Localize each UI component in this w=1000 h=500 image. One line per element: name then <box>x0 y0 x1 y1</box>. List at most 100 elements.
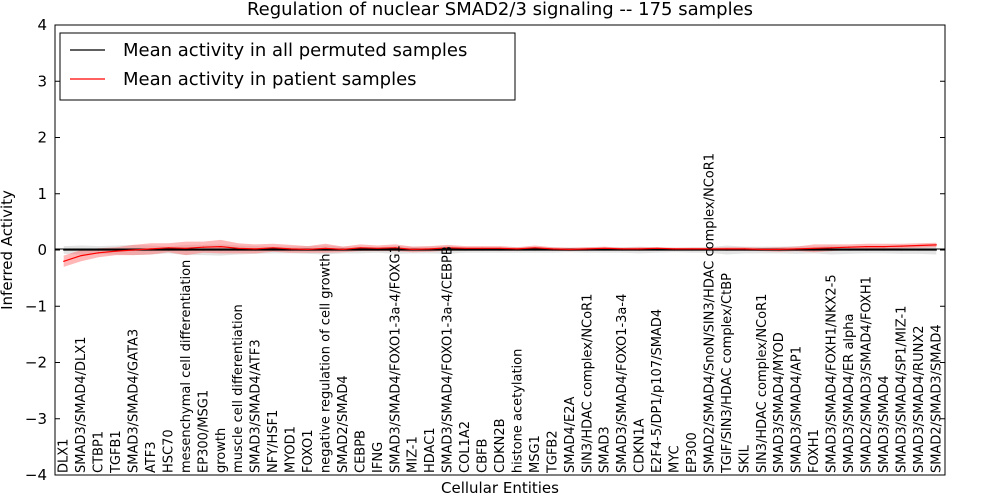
point-series-0-30 <box>586 249 588 251</box>
point-series-0-33 <box>639 249 641 251</box>
point-series-1-35 <box>673 248 676 250</box>
point-series-0-34 <box>656 249 658 251</box>
x-axis-label: Cellular Entities <box>441 479 559 497</box>
point-series-1-2 <box>98 252 100 254</box>
point-series-1-9 <box>220 246 222 248</box>
entity-label: SMAD3/SMAD4/GATA3 <box>127 329 142 473</box>
entity-label: histone acetylation <box>511 349 526 473</box>
entity-label: SMAD3/SMAD4/SP1/MIZ-1 <box>894 306 909 473</box>
point-series-0-46 <box>865 249 868 251</box>
point-series-0-44 <box>831 249 833 251</box>
point-series-1-41 <box>778 248 780 250</box>
point-series-1-0 <box>63 260 65 262</box>
point-series-1-6 <box>167 247 169 249</box>
point-series-1-29 <box>569 248 571 250</box>
point-series-0-21 <box>429 249 431 251</box>
point-series-0-27 <box>534 249 536 251</box>
entity-label: MIZ-1 <box>406 436 421 473</box>
point-series-0-35 <box>673 249 676 251</box>
point-series-0-7 <box>185 249 187 251</box>
entity-label: muscle cell differentiation <box>231 304 246 473</box>
point-series-0-28 <box>551 249 554 251</box>
entity-label: CDKN1A <box>633 418 648 473</box>
point-series-1-36 <box>691 248 693 250</box>
point-series-1-34 <box>656 247 658 249</box>
entity-label: SMAD3/SMAD4/FOXO1-3a-4/FOXG1 <box>388 245 403 473</box>
point-series-0-0 <box>63 249 65 251</box>
point-series-0-6 <box>167 249 169 251</box>
point-series-1-18 <box>377 247 379 249</box>
entity-label: FOXH1 <box>807 429 822 473</box>
point-series-0-11 <box>255 249 257 251</box>
point-series-0-10 <box>237 249 239 251</box>
entity-label: SIN3/HDAC complex/NCoR1 <box>580 294 595 473</box>
entity-label: COL1A2 <box>458 421 473 473</box>
entity-label: SMAD2/SMAD3/SMAD4/FOXH1 <box>860 276 875 473</box>
entity-label: SMAD3/SMAD4/FOXH1/NKX2-5 <box>825 274 840 473</box>
point-series-0-23 <box>464 249 466 251</box>
point-series-0-36 <box>691 249 693 251</box>
point-series-1-27 <box>534 247 536 249</box>
entity-label: HDAC1 <box>423 427 438 473</box>
y-tick-label-8: 4 <box>37 16 47 34</box>
entity-label: SMAD3/SMAD4/DLX1 <box>74 337 89 473</box>
entity-label: growth <box>214 428 229 473</box>
point-series-1-14 <box>307 248 309 250</box>
entity-labels-layer: DLX1 SMAD3/SMAD4/DLX1 CTBP1 TGFB1 SMAD3/SMAD… <box>57 153 945 474</box>
point-series-0-17 <box>359 249 361 251</box>
entity-label: TGFB2 <box>545 430 560 474</box>
point-series-1-39 <box>743 248 745 250</box>
entity-label: MYOD1 <box>284 426 299 473</box>
point-series-1-16 <box>342 248 344 250</box>
point-series-1-7 <box>185 247 187 249</box>
point-series-1-47 <box>883 246 885 248</box>
point-series-0-1 <box>80 249 82 251</box>
point-series-0-37 <box>708 249 711 251</box>
entity-label: CTBP1 <box>92 431 107 473</box>
entity-label: SMAD2/SMAD4/SnoN/SIN3/HDAC complex/NCoR1 <box>702 153 717 473</box>
point-series-0-47 <box>883 249 885 251</box>
band-series-1 <box>63 239 937 267</box>
entity-label: EP300 <box>685 432 700 473</box>
point-series-0-45 <box>848 249 850 251</box>
point-series-1-15 <box>324 247 327 249</box>
point-series-0-48 <box>900 249 903 251</box>
y-tick-label-2: −2 <box>25 354 47 372</box>
point-series-0-26 <box>516 249 519 251</box>
entity-label: SMAD3/SMAD4/ER alpha <box>842 314 857 473</box>
point-series-0-25 <box>499 249 501 251</box>
point-series-1-19 <box>394 247 396 249</box>
point-series-1-1 <box>80 255 82 257</box>
point-series-1-23 <box>464 247 466 249</box>
entity-label: SMAD3/SMAD4 <box>877 375 892 473</box>
series-lines-layer <box>63 244 937 262</box>
point-series-1-11 <box>255 248 257 250</box>
legend-label-patient: Mean activity in patient samples <box>123 69 417 90</box>
point-series-0-49 <box>918 249 920 251</box>
entity-label: EP300/MSG1 <box>196 390 211 473</box>
point-series-0-18 <box>377 249 379 251</box>
entity-label: CEBPB <box>353 430 368 473</box>
point-series-0-50 <box>935 249 937 251</box>
point-series-0-24 <box>481 249 484 251</box>
point-series-1-5 <box>150 248 152 250</box>
point-series-1-20 <box>412 248 414 250</box>
point-series-1-22 <box>447 247 449 249</box>
point-series-1-8 <box>202 246 204 248</box>
entity-label: DLX1 <box>57 439 72 473</box>
point-series-1-46 <box>865 246 868 248</box>
point-series-1-17 <box>359 247 361 249</box>
entity-label: SMAD3/SMAD4/FOXO1-3a-4/CEBPB <box>441 246 456 473</box>
point-series-1-32 <box>621 248 623 250</box>
point-series-0-13 <box>290 249 292 251</box>
y-tick-label-7: 3 <box>37 72 47 90</box>
entity-label: SKIL <box>737 444 752 473</box>
y-tick-label-6: 2 <box>37 129 47 147</box>
y-tick-label-0: −4 <box>25 466 47 484</box>
entity-label: TGFB1 <box>109 430 124 474</box>
bands-layer <box>63 239 937 267</box>
point-series-1-10 <box>237 247 239 249</box>
point-series-0-8 <box>202 249 204 251</box>
entity-label: TGIF/SIN3/HDAC complex/CtBP <box>720 273 735 474</box>
point-series-0-39 <box>743 249 745 251</box>
